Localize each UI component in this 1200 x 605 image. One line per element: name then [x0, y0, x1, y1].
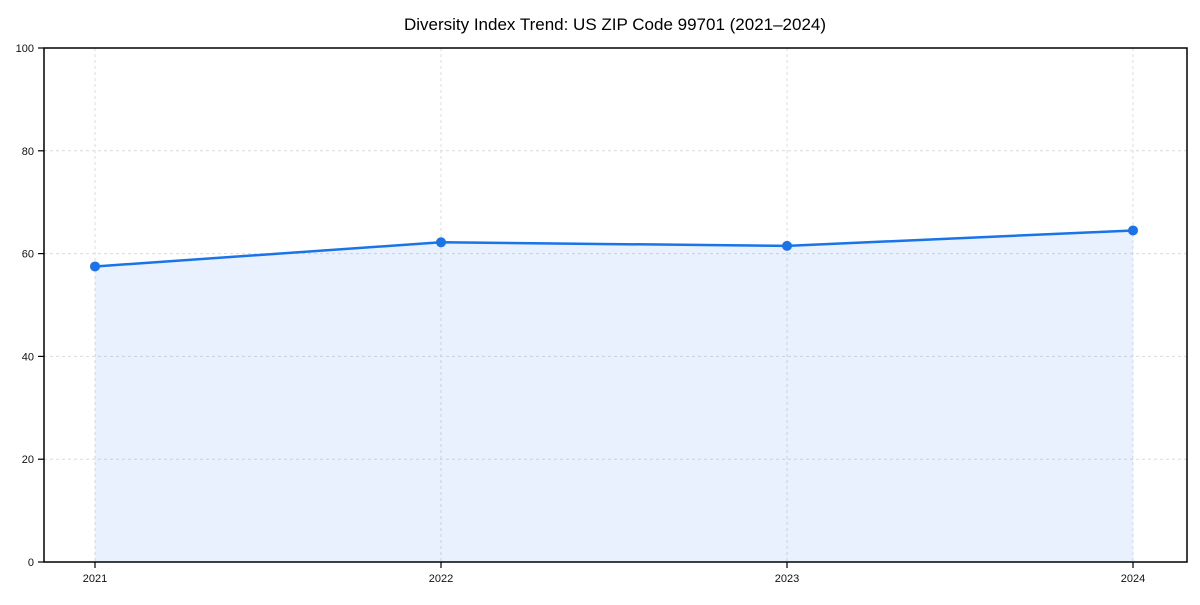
x-tick-label: 2021	[83, 573, 107, 585]
trend-line	[93, 229, 1135, 268]
y-tick-label: 40	[22, 351, 34, 363]
x-tick-label: 2024	[1121, 573, 1145, 585]
chart-title: Diversity Index Trend: US ZIP Code 99701…	[404, 15, 826, 34]
area-fill	[95, 230, 1133, 562]
y-tick-label: 100	[16, 43, 34, 55]
x-tick-label: 2023	[775, 573, 799, 585]
plot-border	[43, 47, 1188, 563]
data-point-marker	[436, 237, 446, 248]
data-point-marker	[782, 240, 792, 251]
data-point-marker	[90, 261, 100, 272]
x-tick-label: 2022	[429, 573, 453, 585]
y-tick-label: 60	[22, 249, 34, 261]
y-tick-label: 80	[22, 146, 34, 158]
data-point-marker	[1128, 225, 1138, 236]
y-tick-label: 20	[22, 454, 34, 466]
y-tick-label: 0	[28, 557, 34, 569]
